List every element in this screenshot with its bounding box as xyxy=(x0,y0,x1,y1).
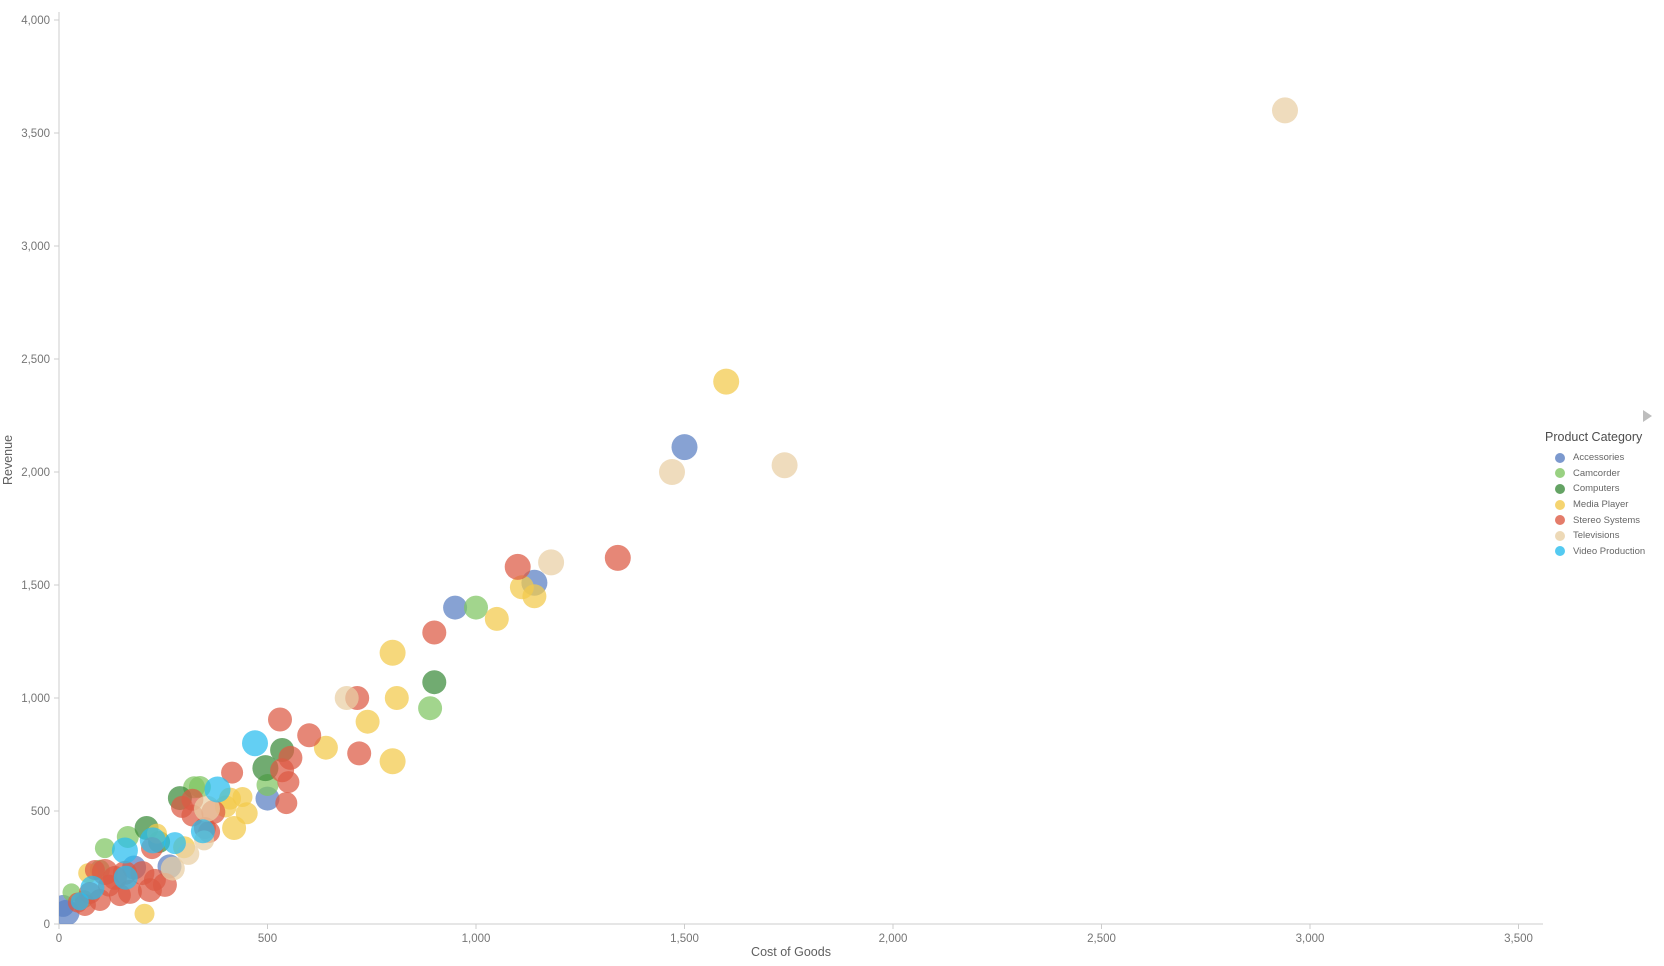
data-point-video-production[interactable] xyxy=(242,730,268,757)
x-axis-title: Cost of Goods xyxy=(751,945,831,959)
data-point-video-production[interactable] xyxy=(139,827,166,854)
data-point-media-player[interactable] xyxy=(222,816,247,840)
data-point-stereo-systems[interactable] xyxy=(84,860,105,880)
data-point-televisions[interactable] xyxy=(160,856,185,881)
data-point-camcorder[interactable] xyxy=(464,595,488,620)
legend-item-label: Camcorder xyxy=(1573,467,1620,479)
data-point-media-player[interactable] xyxy=(384,686,409,710)
legend-swatch-icon xyxy=(1555,468,1565,479)
data-point-stereo-systems[interactable] xyxy=(275,792,298,815)
data-point-stereo-systems[interactable] xyxy=(171,795,193,818)
data-point-media-player[interactable] xyxy=(355,709,380,734)
data-point-stereo-systems[interactable] xyxy=(221,761,244,784)
y-tick-label: 1,500 xyxy=(21,580,50,592)
data-point-accessories[interactable] xyxy=(443,595,468,620)
y-tick-label: 2,000 xyxy=(21,467,50,479)
y-tick-label: 3,000 xyxy=(21,241,50,253)
legend: Product Category Accessories Camcorder Com… xyxy=(1545,404,1663,559)
data-point-video-production[interactable] xyxy=(80,875,105,900)
data-point-video-production[interactable] xyxy=(163,832,186,855)
data-point-video-production[interactable] xyxy=(204,776,231,803)
data-point-televisions[interactable] xyxy=(1272,97,1298,124)
data-point-televisions[interactable] xyxy=(194,795,220,822)
data-point-video-production[interactable] xyxy=(111,837,138,864)
legend-swatch-icon xyxy=(1555,483,1565,494)
y-tick-label: 2,500 xyxy=(21,354,50,366)
data-point-media-player[interactable] xyxy=(313,735,338,760)
data-point-televisions[interactable] xyxy=(771,452,798,479)
legend-item-televisions[interactable]: Televisions xyxy=(1545,528,1663,544)
data-point-televisions[interactable] xyxy=(538,549,565,576)
legend-collapse-icon[interactable] xyxy=(1643,410,1652,422)
data-point-stereo-systems[interactable] xyxy=(297,723,322,748)
data-point-stereo-systems[interactable] xyxy=(347,741,372,766)
data-point-stereo-systems[interactable] xyxy=(604,544,631,571)
legend-item-label: Media Player xyxy=(1573,499,1629,511)
data-point-camcorder[interactable] xyxy=(418,696,443,721)
data-point-stereo-systems[interactable] xyxy=(422,620,447,645)
data-point-video-production[interactable] xyxy=(70,892,89,911)
data-point-video-production[interactable] xyxy=(113,865,138,890)
x-tick-label: 1,500 xyxy=(670,933,699,945)
legend-item-accessories[interactable]: Accessories xyxy=(1545,450,1663,466)
legend-swatch-icon xyxy=(1555,499,1565,510)
data-point-video-production[interactable] xyxy=(190,819,215,844)
legend-items: Accessories Camcorder Computers Media Playe… xyxy=(1545,450,1663,559)
legend-item-label: Video Production xyxy=(1573,545,1646,557)
x-tick-label: 500 xyxy=(258,933,277,945)
data-point-stereo-systems[interactable] xyxy=(270,758,295,783)
data-point-media-player[interactable] xyxy=(484,606,509,631)
y-tick-label: 500 xyxy=(31,806,50,818)
legend-swatch-icon xyxy=(1555,546,1565,557)
legend-item-camcorder[interactable]: Camcorder xyxy=(1545,466,1663,482)
x-tick-label: 3,000 xyxy=(1296,933,1325,945)
x-tick-label: 1,000 xyxy=(462,933,491,945)
data-point-media-player[interactable] xyxy=(713,368,740,395)
data-point-televisions[interactable] xyxy=(334,686,359,710)
x-tick-label: 2,000 xyxy=(879,933,908,945)
legend-item-label: Computers xyxy=(1573,483,1620,495)
axes: 0 500 1,000 1,500 2,000 2,500 3,000 3,500 0 500 1,… xyxy=(21,12,1543,945)
y-tick-label: 3,500 xyxy=(21,128,50,140)
data-point-stereo-systems[interactable] xyxy=(268,707,292,732)
data-points-layer xyxy=(59,97,1298,924)
legend-item-stereo-systems[interactable]: Stereo Systems xyxy=(1545,512,1663,528)
legend-item-media-player[interactable]: Media Player xyxy=(1545,497,1663,513)
data-point-televisions[interactable] xyxy=(659,459,685,485)
data-point-camcorder[interactable] xyxy=(94,838,115,859)
data-point-accessories[interactable] xyxy=(671,434,698,461)
data-point-media-player[interactable] xyxy=(134,903,155,924)
data-point-media-player[interactable] xyxy=(509,575,534,600)
data-point-media-player[interactable] xyxy=(379,748,406,775)
legend-swatch-icon xyxy=(1555,515,1565,526)
legend-title: Product Category xyxy=(1545,430,1643,444)
x-tick-label: 3,500 xyxy=(1504,933,1533,945)
legend-swatch-icon xyxy=(1555,452,1565,463)
data-point-computers[interactable] xyxy=(422,670,447,695)
x-tick-label: 0 xyxy=(56,933,62,945)
data-point-media-player[interactable] xyxy=(379,639,406,666)
x-tick-label: 2,500 xyxy=(1087,933,1116,945)
legend-item-label: Stereo Systems xyxy=(1573,514,1641,526)
y-axis-title: Revenue xyxy=(1,435,15,485)
y-tick-label: 4,000 xyxy=(21,15,50,27)
legend-item-computers[interactable]: Computers xyxy=(1545,481,1663,497)
legend-item-label: Televisions xyxy=(1573,530,1620,542)
legend-item-label: Accessories xyxy=(1573,452,1625,464)
legend-item-video-production[interactable]: Video Production xyxy=(1545,544,1663,560)
data-point-stereo-systems[interactable] xyxy=(504,553,531,580)
legend-swatch-icon xyxy=(1555,530,1565,541)
y-tick-label: 1,000 xyxy=(21,693,50,705)
y-tick-label: 0 xyxy=(44,919,50,931)
